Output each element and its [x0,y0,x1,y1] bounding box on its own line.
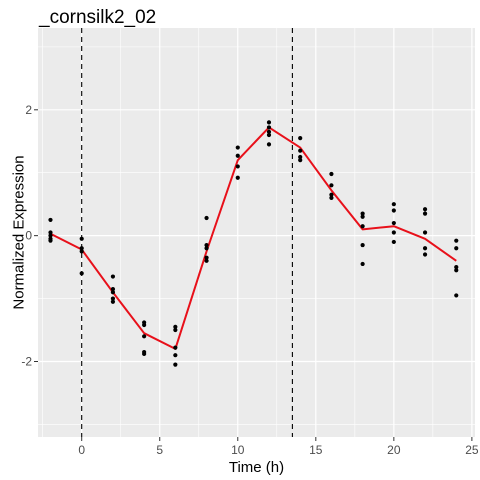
fitted-line [50,126,457,350]
data-point [422,230,428,235]
data-point [173,324,178,329]
data-point [142,322,147,328]
data-point [173,327,178,333]
data-point [360,242,365,248]
data-point [204,258,209,263]
data-point [266,132,272,138]
x-tick-label: 10 [231,443,245,457]
y-tick-label: -2 [21,354,32,368]
data-point [110,274,116,279]
data-point [235,145,240,150]
y-tick-label: 0 [25,229,32,243]
data-point [391,230,396,235]
x-tick-label: 5 [156,443,163,457]
data-point [173,345,178,350]
y-tick-label: 2 [25,103,32,117]
data-point [204,215,209,221]
data-point [329,171,334,177]
data-point [454,238,459,243]
data-point [142,334,147,339]
data-point [422,207,428,212]
data-point [204,246,209,251]
data-point [422,211,428,216]
data-point [391,202,396,207]
data-point [79,246,84,251]
data-point [48,230,53,235]
data-points-series [48,120,459,367]
data-point [360,224,365,229]
data-point [422,252,428,257]
data-point [204,242,209,248]
data-point [298,148,303,153]
data-point [298,136,303,141]
data-point [454,246,459,251]
data-point [266,125,272,130]
data-point [360,211,365,216]
data-point [235,175,240,180]
data-point [110,296,116,301]
data-point [266,142,272,147]
data-point [204,255,209,260]
x-tick-label: 25 [465,443,479,457]
data-point [454,268,459,273]
data-point [422,246,428,251]
data-point [48,238,53,243]
data-point [110,290,116,295]
fitted-line-series [50,126,457,350]
y-axis-ticks: -2 0 2 [21,103,38,368]
data-point [329,192,334,197]
data-point [48,217,53,223]
x-axis-title: Time (h) [229,459,284,476]
data-point [235,164,240,169]
data-point [391,208,396,213]
data-point [360,261,365,267]
x-tick-label: 0 [78,443,85,457]
chart-title: _cornsilk2_02 [38,7,156,28]
data-point [329,183,334,188]
x-axis-ticks: 0 5 10 15 20 25 [78,437,479,457]
data-point [298,158,303,163]
data-point [298,154,303,160]
data-point [79,249,84,254]
x-tick-label: 20 [387,443,401,457]
plot-panel [38,28,475,437]
data-point [391,220,396,226]
data-point [79,271,84,276]
y-axis-title: Normalized Expression [10,155,27,309]
data-point [79,236,84,241]
data-point [454,293,459,298]
grid-lines [38,28,475,437]
data-point [173,362,178,367]
data-point [454,265,459,270]
data-point [48,233,53,238]
data-point [329,195,334,200]
data-point [142,351,147,357]
data-point [360,214,365,219]
data-point [266,120,272,125]
x-tick-label: 15 [309,443,323,457]
data-point [391,239,396,245]
data-point [110,299,116,304]
data-point [235,153,240,158]
data-point [110,287,116,292]
data-point [173,353,178,358]
data-point [266,129,272,134]
